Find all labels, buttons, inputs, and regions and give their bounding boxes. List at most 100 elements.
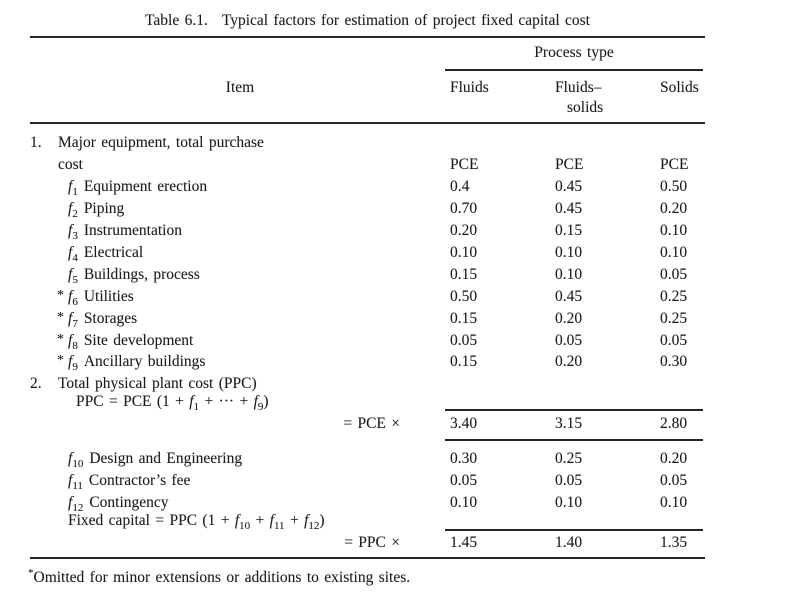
- pce-multiplier-top-rule: [445, 409, 703, 411]
- table-row-f4: f4 Electrical 0.10 0.10 0.10: [30, 243, 705, 265]
- value-fluids-solids: 0.25: [555, 450, 583, 467]
- table-row-f6: * f6 Utilities 0.50 0.45 0.25: [30, 287, 705, 309]
- factor-subscript: 12: [308, 520, 320, 533]
- item-label: Design and Engineering: [89, 450, 243, 467]
- value-solids: 0.10: [660, 222, 688, 239]
- omitted-marker: *: [57, 353, 64, 368]
- value-solids: 0.10: [660, 494, 688, 511]
- factor-subscript: 7: [72, 318, 78, 331]
- item-label: Total physical plant cost (PPC): [58, 375, 257, 392]
- factor-subscript: 12: [72, 502, 84, 515]
- item-cell: 1. Major equipment, total purchase: [30, 133, 450, 155]
- item-label: Contractor’s fee: [88, 472, 191, 489]
- table-row-f11: f11 Contractor’s fee 0.05 0.05 0.05: [30, 471, 705, 493]
- footnote-marker: *: [28, 567, 34, 579]
- formula-cell: Fixed capital = PPC (1 + f10 + f11 + f12…: [30, 511, 450, 533]
- factor-subscript: 9: [257, 401, 264, 414]
- factor-subscript: 5: [72, 274, 78, 287]
- table-row-f9: * f9 Ancillary buildings 0.15 0.20 0.30: [30, 352, 705, 374]
- value-fluids: 0.05: [450, 472, 478, 489]
- equation-label: = PCE ×: [343, 415, 400, 432]
- table-row-ppc-formula: PPC = PCE (1 + f1 + ··· + f9): [30, 392, 705, 414]
- table-row-f5: f5 Buildings, process 0.15 0.10 0.05: [30, 265, 705, 287]
- value-fluids-solids: 0.20: [555, 310, 583, 327]
- factor-symbol: f: [68, 244, 73, 261]
- equation-label: = PPC ×: [344, 534, 400, 551]
- value-fluids: 0.10: [450, 494, 478, 511]
- item-cell: * f6 Utilities: [30, 287, 450, 309]
- table-row-f12: f12 Contingency 0.10 0.10 0.10: [30, 493, 705, 515]
- value-fluids-solids: [555, 133, 660, 155]
- factor-subscript: 8: [72, 340, 78, 353]
- fluids-solids-header-line1: Fluids–: [555, 79, 602, 96]
- value-fluids: 0.50: [450, 288, 478, 305]
- value-solids: 2.80: [660, 415, 688, 432]
- factor-symbol: f: [253, 393, 258, 410]
- item-label: Electrical: [83, 244, 144, 261]
- value-solids: 0.05: [660, 332, 688, 349]
- value-solids: [660, 133, 705, 155]
- fluids-solids-header-line2: solids: [567, 99, 604, 116]
- factor-symbol: f: [68, 200, 73, 217]
- item-cell: * f8 Site development: [30, 331, 450, 353]
- column-header-row: Item Fluids Fluids– solids Solids: [30, 78, 705, 124]
- item-cell: f4 Electrical: [30, 243, 450, 265]
- table-row-ppc-section: 2. Total physical plant cost (PPC): [30, 374, 705, 396]
- factor-subscript: 3: [72, 230, 78, 243]
- value-fluids-solids: 0.20: [555, 353, 583, 370]
- item-cell: f12 Contingency: [30, 493, 450, 515]
- factor-symbol: f: [234, 512, 240, 529]
- factor-symbol: f: [68, 472, 73, 489]
- value-fluids-solids: 3.15: [555, 415, 583, 432]
- value-fluids: 0.20: [450, 222, 478, 239]
- ppc-multiplier-top-rule: [445, 529, 703, 531]
- value-fluids-solids: 0.10: [555, 244, 583, 261]
- factor-subscript: 11: [72, 480, 83, 493]
- item-cell: f3 Instrumentation: [30, 221, 450, 243]
- footnote: *Omitted for minor extensions or additio…: [28, 567, 410, 587]
- item-label: Storages: [83, 310, 138, 327]
- factor-subscript: 6: [72, 296, 78, 309]
- process-type-rule: [445, 69, 703, 71]
- item-cell: f10 Design and Engineering: [30, 449, 450, 471]
- table-row-f3: f3 Instrumentation 0.20 0.15 0.10: [30, 221, 705, 243]
- formula-text: Fixed capital = PPC (1 +: [68, 512, 235, 529]
- factor-subscript: 4: [72, 252, 78, 265]
- value-fluids: 0.15: [450, 310, 478, 327]
- factor-subscript: 11: [273, 520, 285, 533]
- value-fluids: 0.70: [450, 200, 478, 217]
- value-fluids: 0.10: [450, 244, 478, 261]
- item-cell: cost: [58, 156, 83, 173]
- factor-symbol: f: [68, 353, 73, 370]
- value-fluids: 1.45: [450, 534, 478, 551]
- value-fluids-solids: 0.05: [555, 332, 583, 349]
- factor-symbol: f: [68, 310, 73, 327]
- item-column-header: Item: [225, 79, 255, 96]
- factor-symbol: f: [189, 393, 194, 410]
- omitted-marker: *: [57, 288, 64, 303]
- formula-text: PPC = PCE (1 +: [76, 393, 190, 410]
- value-fluids: 0.4: [450, 178, 470, 195]
- formula-text: ): [319, 512, 325, 529]
- value-fluids-solids: 0.45: [555, 288, 583, 305]
- table-row-fixed-capital-formula: Fixed capital = PPC (1 + f10 + f11 + f12…: [30, 511, 705, 533]
- value-fluids-solids: PCE: [555, 156, 584, 173]
- factor-symbol: f: [269, 512, 274, 529]
- omitted-marker: *: [57, 332, 64, 347]
- factor-subscript: 2: [72, 208, 78, 221]
- factor-subscript: 1: [72, 186, 78, 199]
- value-fluids: 0.05: [450, 332, 478, 349]
- item-label: Instrumentation: [83, 222, 182, 239]
- value-solids: 1.35: [660, 534, 688, 551]
- item-label: Site development: [83, 332, 194, 349]
- table-row-f1: f1 Equipment erection 0.4 0.45 0.50: [30, 177, 705, 199]
- table-row-ppc-multiplier: = PPC × 1.45 1.40 1.35: [30, 533, 705, 555]
- factor-subscript: 10: [72, 458, 84, 471]
- factor-symbol: f: [68, 266, 73, 283]
- header-bottom-rule: [30, 122, 705, 124]
- value-fluids: PCE: [450, 156, 479, 173]
- value-fluids: 0.30: [450, 450, 478, 467]
- item-cell: 2. Total physical plant cost (PPC): [30, 374, 450, 396]
- process-type-header: Process type: [534, 44, 614, 61]
